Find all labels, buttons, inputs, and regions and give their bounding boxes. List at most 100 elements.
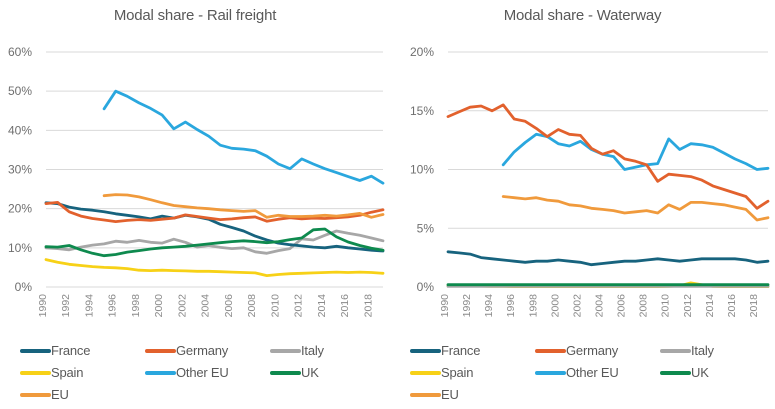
legend-swatch-eu [20,392,51,397]
x-axis-tick-label: 2012 [682,294,694,318]
series-line-other-eu [102,89,385,185]
legend-item-germany: Germany [145,342,270,359]
legend-item-eu: EU [20,386,145,403]
series-line-spain [44,258,385,278]
x-axis-tick-label: 2010 [269,294,281,318]
rail-freight-chart-title: Modal share - Rail freight [113,7,277,24]
legend-swatch-germany [145,348,176,353]
legend-label-uk: UK [301,365,319,380]
series-line-eu [102,193,385,219]
x-axis-tick-label: 2002 [176,294,188,318]
x-axis-tick-label: 2014 [704,294,716,318]
waterway-chart-panel: Modal share - Waterway 0% 5% 10% 15% 20% 1990… [390,0,775,409]
legend-item-other-eu: Other EU [145,364,270,381]
legend-item-italy: Italy [660,342,775,359]
y-axis-tick-label: 10% [8,241,32,255]
waterway-chart: 0% 5% 10% 15% 20% 1990 1992 1994 1996 1998 2000 200… [410,45,770,318]
legend-swatch-eu [410,392,441,397]
y-axis-tick-label: 30% [8,163,32,177]
x-axis-tick-label: 2018 [748,294,760,318]
legend-label-eu: EU [51,387,69,402]
legend-item-uk: UK [270,364,385,381]
x-axis-tick-label: 2010 [660,294,672,318]
legend-swatch-germany [535,348,566,353]
legend-item-spain: Spain [20,364,145,381]
y-axis-tick-label: 20% [410,45,434,59]
series-line-other-eu [501,132,770,171]
legend-swatch-france [410,348,441,353]
waterway-legend: France Germany Italy Spain Other EU UK EU [410,342,775,403]
legend-label-eu: EU [441,387,459,402]
legend-item-other-eu: Other EU [535,364,660,381]
legend-item-france: France [20,342,145,359]
x-axis-tick-label: 2006 [223,294,235,318]
waterway-chart-title: Modal share - Waterway [503,7,662,24]
x-axis-tick-label: 2006 [616,294,628,318]
legend-swatch-other-eu [145,370,176,375]
series-line-eu [501,195,770,222]
x-axis-tick-label: 2008 [638,294,650,318]
legend-swatch-uk [660,370,691,375]
legend-label-italy: Italy [691,343,714,358]
legend-swatch-italy [660,348,691,353]
legend-swatch-france [20,348,51,353]
rail-freight-legend: France Germany Italy Spain Other EU UK EU [20,342,385,403]
x-axis-tick-label: 1994 [83,294,95,318]
x-axis-tick-label: 1996 [107,294,119,318]
y-axis-tick-label: 20% [8,202,32,216]
x-axis-tick-label: 2000 [153,294,165,318]
legend-label-germany: Germany [176,343,229,358]
y-axis-tick-label: 10% [410,163,434,177]
legend-item-spain: Spain [410,364,535,381]
x-axis-tick-label: 2012 [293,294,305,318]
x-axis-tick-label: 1992 [461,294,473,318]
legend-label-france: France [441,343,481,358]
x-axis-tick-label: 2000 [549,294,561,318]
legend-swatch-spain [20,370,51,375]
x-axis-tick-label: 2014 [316,294,328,318]
rail-freight-chart-panel: Modal share - Rail freight 0% 10% 20% 30% 40… [8,7,385,403]
series-line-italy [44,229,385,255]
x-axis-tick-label: 2004 [200,294,212,318]
legend-item-italy: Italy [270,342,385,359]
x-axis-tick-label: 2002 [571,294,583,318]
rail-freight-chart: 0% 10% 20% 30% 40% 50% 60% 1990 1992 1994 1996 1998… [8,45,385,318]
x-axis-tick-label: 1998 [130,294,142,318]
x-axis-tick-label: 2018 [362,294,374,318]
y-axis-tick-label: 40% [8,123,32,137]
legend-label-italy: Italy [301,343,324,358]
legend-label-uk: UK [691,365,709,380]
x-axis-tick-label: 1990 [37,294,49,318]
legend-swatch-other-eu [535,370,566,375]
x-axis-tick-label: 1996 [505,294,517,318]
y-axis-tick-label: 60% [8,45,32,59]
series-line-germany [44,200,385,224]
y-axis-tick-label: 0% [15,280,33,294]
y-axis-tick-label: 0% [417,280,435,294]
x-axis-tick-label: 2008 [246,294,258,318]
legend-label-spain: Spain [441,365,474,380]
legend-item-germany: Germany [535,342,660,359]
x-axis-tick-label: 2016 [339,294,351,318]
series-line-france [446,250,770,267]
x-axis-tick-label: 1992 [60,294,72,318]
x-axis-tick-label: 1994 [483,294,495,318]
x-axis-tick-label: 2004 [593,294,605,318]
y-axis-tick-label: 50% [8,84,32,98]
x-axis-tick-label: 1990 [439,294,451,318]
series-line-germany [446,103,770,210]
legend-item-eu: EU [410,386,535,403]
legend-swatch-uk [270,370,301,375]
y-axis-tick-label: 5% [417,221,435,235]
legend-label-germany: Germany [566,343,619,358]
y-axis-tick-label: 15% [410,104,434,118]
series-line-uk [44,227,385,258]
series-line-france [44,201,385,253]
legend-item-uk: UK [660,364,775,381]
legend-label-spain: Spain [51,365,84,380]
legend-label-other-eu: Other EU [176,365,229,380]
legend-swatch-spain [410,370,441,375]
x-axis-tick-label: 1998 [527,294,539,318]
legend-item-france: France [410,342,535,359]
